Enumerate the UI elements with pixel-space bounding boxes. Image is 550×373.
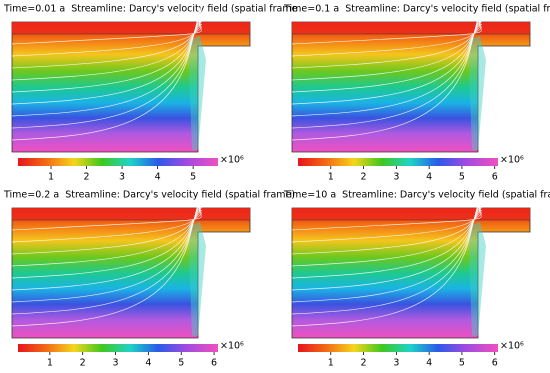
colorbar-tick-label: 3 [393, 172, 399, 183]
colorbar-tick-label: 5 [190, 172, 196, 183]
streamline [291, 209, 482, 243]
panel-title: Time=10 a Streamline: Darcy's velocity f… [283, 190, 550, 201]
colorbar-tick-label: 3 [113, 358, 119, 369]
streamline [291, 209, 482, 231]
well-zone [188, 36, 206, 150]
top-strip [292, 208, 530, 220]
streamline [11, 192, 202, 327]
streamline [11, 209, 202, 231]
streamline [291, 21, 482, 81]
colorbar-tick-label: 1 [328, 358, 334, 369]
well-zone [468, 36, 486, 150]
well-zone [188, 222, 206, 336]
colorbar-tick-label: 3 [393, 358, 399, 369]
streamline [291, 207, 482, 267]
colorbar [298, 344, 498, 352]
colorbar-tick-label: 4 [145, 358, 151, 369]
streamline [291, 23, 482, 57]
panel: Time=0.2 a Streamline: Darcy's velocity … [3, 190, 295, 369]
colorbar-tick-label: 1 [328, 172, 334, 183]
colorbar-tick-label: 5 [459, 358, 465, 369]
colorbar-multiplier: ×10⁶ [500, 341, 524, 352]
streamline [11, 204, 202, 279]
well-zone [468, 222, 486, 336]
colorbar-tick-label: 2 [80, 358, 86, 369]
streamline [11, 23, 202, 57]
colorbar-tick-label: 1 [47, 358, 53, 369]
streamline [11, 207, 202, 267]
streamline [291, 23, 482, 45]
streamline [11, 21, 202, 81]
streamline [291, 15, 482, 105]
colorbar-multiplier: ×10⁶ [220, 341, 244, 352]
colorbar-tick-label: 2 [84, 172, 90, 183]
streamline [291, 201, 482, 291]
streamline [11, 23, 202, 45]
colorbar-tick-label: 4 [426, 358, 432, 369]
panel-title: Time=0.01 a Streamline: Darcy's velocity… [3, 4, 298, 15]
colorbar-multiplier: ×10⁶ [220, 155, 244, 166]
streamline [291, 23, 482, 69]
colorbar [298, 158, 498, 166]
streamline [291, 6, 482, 141]
streamline [11, 23, 202, 69]
field-domain [291, 21, 531, 153]
streamline [291, 192, 482, 327]
streamline [11, 201, 202, 291]
field-domain [11, 207, 251, 339]
colorbar-tick-label: 2 [361, 358, 367, 369]
colorbar-tick-label: 6 [492, 358, 498, 369]
top-strip [12, 208, 250, 220]
streamline [291, 18, 482, 93]
top-strip [12, 22, 250, 34]
streamline [291, 204, 482, 279]
colorbar-tick-label: 5 [459, 172, 465, 183]
colorbar-tick-label: 4 [155, 172, 161, 183]
streamline [11, 209, 202, 243]
colorbar-multiplier: ×10⁶ [500, 155, 524, 166]
field-domain [11, 21, 251, 153]
panel: Time=10 a Streamline: Darcy's velocity f… [283, 190, 550, 369]
panel-title: Time=0.1 a Streamline: Darcy's velocity … [283, 4, 550, 15]
colorbar-tick-label: 2 [361, 172, 367, 183]
colorbar [18, 344, 218, 352]
colorbar-tick-label: 3 [119, 172, 125, 183]
streamline [11, 18, 202, 93]
streamline [11, 209, 202, 255]
streamline [291, 209, 482, 255]
colorbar-tick-label: 5 [178, 358, 184, 369]
panel: Time=0.01 a Streamline: Darcy's velocity… [3, 4, 298, 183]
colorbar-tick-label: 6 [211, 358, 217, 369]
panel: Time=0.1 a Streamline: Darcy's velocity … [283, 4, 550, 183]
top-strip [292, 22, 530, 34]
colorbar-tick-label: 6 [492, 172, 498, 183]
colorbar-tick-label: 1 [48, 172, 54, 183]
panel-title: Time=0.2 a Streamline: Darcy's velocity … [3, 190, 295, 201]
colorbar-tick-label: 4 [426, 172, 432, 183]
colorbar [18, 158, 218, 166]
field-domain [291, 207, 531, 339]
streamline [11, 6, 202, 141]
streamline [11, 15, 202, 105]
